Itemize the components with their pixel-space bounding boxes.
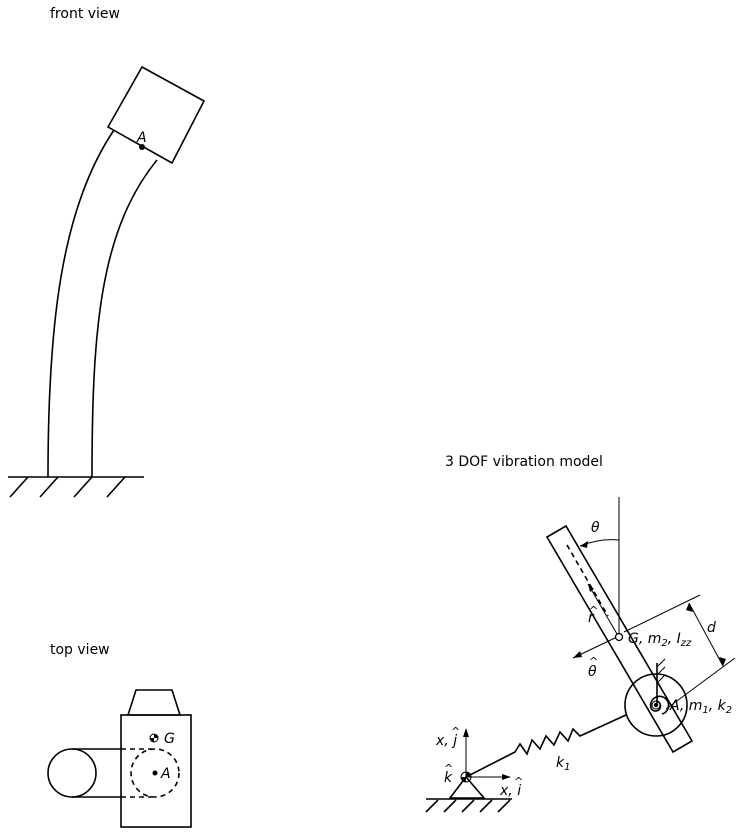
spring-k1 xyxy=(465,714,627,778)
top-view-cap xyxy=(126,689,182,716)
front-point-a xyxy=(139,144,145,150)
j-axis-label: x, j xyxy=(435,733,457,749)
a-label: A, m1, k2 xyxy=(669,698,732,716)
pivot-disk xyxy=(624,673,688,737)
theta-hat-label: θ xyxy=(588,664,597,680)
base-support xyxy=(425,775,512,813)
top-view-g-marker xyxy=(149,733,159,743)
front-view-title: front view xyxy=(50,6,120,22)
i-axis-label: x, i xyxy=(499,783,521,799)
k1-label: k1 xyxy=(556,755,570,773)
pivot-point-a xyxy=(653,702,659,708)
top-point-g-label: G xyxy=(164,731,175,747)
d-dimension-line xyxy=(688,602,724,667)
top-view-assembly xyxy=(47,689,192,828)
k-hat-caret: ^ xyxy=(444,762,453,775)
top-view-title: top view xyxy=(50,642,110,658)
pendulum-slot xyxy=(566,544,609,617)
theta-label: θ xyxy=(591,520,600,536)
pendulum-point-g xyxy=(614,632,624,642)
r-hat-arrow xyxy=(587,583,618,635)
d-label: d xyxy=(707,620,716,636)
theta-hat-caret: ^ xyxy=(589,655,598,668)
top-view-body xyxy=(120,714,192,828)
j-hat-caret: ^ xyxy=(451,725,460,738)
front-point-a-label: A xyxy=(136,130,147,146)
front-view-ground xyxy=(8,476,144,498)
top-point-a xyxy=(152,770,158,776)
pendulum-bar xyxy=(545,524,694,754)
top-point-a-label: A xyxy=(160,766,171,782)
i-hat-caret: ^ xyxy=(514,775,523,788)
model-title: 3 DOF vibration model xyxy=(445,454,603,470)
r-hat-label: r xyxy=(588,610,595,626)
g-label: G, m2, Izz xyxy=(628,631,692,649)
top-view-hidden-disk xyxy=(130,748,180,798)
front-view-mass-block xyxy=(106,65,206,165)
torsion-spring-k2 xyxy=(649,695,670,715)
front-view-beam xyxy=(47,129,158,478)
r-hat-caret: ^ xyxy=(589,604,598,617)
top-view-wheel xyxy=(47,748,97,798)
k-hat-label: k xyxy=(444,770,453,786)
